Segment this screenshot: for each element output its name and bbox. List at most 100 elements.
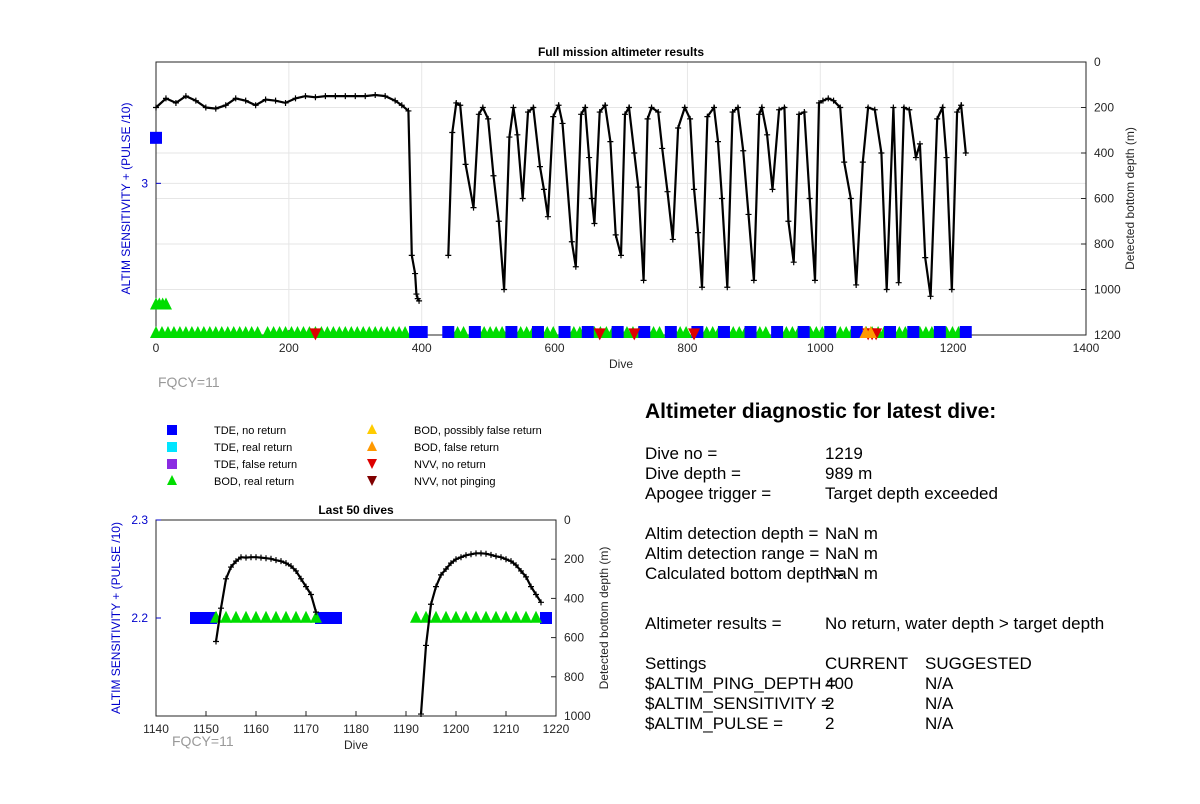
bottom-depth-point xyxy=(530,104,537,111)
ping-depth-suggested: N/A xyxy=(925,674,954,693)
triangle-up-marker xyxy=(510,610,522,623)
bottom-depth-point xyxy=(906,106,913,113)
bottom-depth-point xyxy=(192,97,199,104)
bottom-depth-point xyxy=(756,111,763,118)
fqcy-annotation: FQCY=11 xyxy=(158,374,220,390)
bottom-depth-point xyxy=(796,111,803,118)
bottom-depth-point xyxy=(582,104,589,111)
bottom-depth-point xyxy=(819,97,826,104)
bottom-depth-point xyxy=(352,93,359,100)
bottom-depth-point xyxy=(922,254,929,261)
apogee-row: Apogee trigger = Target depth exceeded xyxy=(645,484,1185,504)
bottom-depth-point xyxy=(900,104,907,111)
y-right-tick-label: 1200 xyxy=(1094,328,1121,342)
bottom-depth-point xyxy=(781,104,788,111)
square-marker xyxy=(824,326,837,338)
bottom-depth-point xyxy=(687,115,694,122)
bottom-depth-point xyxy=(699,284,706,291)
triangle-up-marker xyxy=(410,610,422,623)
calculated-bottom-row: Calculated bottom depth = NaN m xyxy=(645,564,1185,584)
square-marker xyxy=(558,326,571,338)
triangle-up-marker xyxy=(430,610,442,623)
x-tick-label: 1220 xyxy=(543,722,570,736)
chart-panel-1: 1140 1150 1160 1170 1180 1190 1200 1210 1220 0 200… xyxy=(109,503,611,752)
x-tick-label: 1190 xyxy=(393,722,419,736)
results-label: Altimeter results = xyxy=(645,614,782,633)
x-tick-label: 400 xyxy=(412,341,432,355)
bottom-depth-point xyxy=(488,551,494,558)
bottom-depth-point xyxy=(449,129,456,136)
bottom-depth-point xyxy=(252,102,259,109)
bottom-depth-point xyxy=(262,96,269,103)
bottom-depth-point xyxy=(621,111,628,118)
bottom-depth-point xyxy=(445,252,452,259)
x-axis-label: Dive xyxy=(344,738,368,752)
bottom-depth-point xyxy=(711,104,717,111)
square-marker xyxy=(531,326,544,338)
triangle-up-marker xyxy=(260,610,272,623)
current-header: CURRENT xyxy=(825,654,909,673)
triangle-up-marker xyxy=(290,610,302,623)
bottom-depth-point xyxy=(457,102,464,109)
bottom-depth-point xyxy=(495,218,502,225)
bottom-depth-point xyxy=(631,150,638,156)
bottom-depth-point xyxy=(948,286,955,293)
bottom-depth-point xyxy=(734,104,741,111)
bottom-depth-point xyxy=(572,263,579,270)
bottom-depth-point xyxy=(675,124,682,131)
bottom-depth-point xyxy=(485,115,492,122)
bottom-depth-point xyxy=(776,106,783,113)
triangle-up-marker xyxy=(230,610,242,623)
y-right-axis-label: Detected bottom depth (m) xyxy=(597,547,611,690)
x-tick-label: 1150 xyxy=(193,722,219,736)
x-tick-label: 0 xyxy=(153,341,160,355)
bottom-depth-point xyxy=(462,161,469,168)
legend-label-5: BOD, false return xyxy=(414,442,499,454)
bottom-depth-point xyxy=(729,109,736,116)
marker-series-square xyxy=(150,131,162,144)
square-marker xyxy=(907,326,920,338)
detection-range-value: NaN m xyxy=(825,544,878,563)
bottom-depth-point xyxy=(825,95,832,102)
bottom-depth-point xyxy=(830,97,837,104)
bottom-depth-point xyxy=(523,573,529,580)
bottom-depth-point xyxy=(428,601,434,608)
bottom-depth-point xyxy=(268,555,274,562)
bottom-depth-point xyxy=(758,104,765,111)
bottom-depth-point xyxy=(853,281,860,288)
bottom-depth-point xyxy=(443,566,449,572)
bottom-depth-point xyxy=(847,195,854,202)
fqcy-annotation: FQCY=11 xyxy=(172,733,234,749)
bottom-depth-point xyxy=(212,105,219,112)
bottom-depth-point xyxy=(423,642,429,649)
bottom-depth-point xyxy=(659,145,666,152)
bottom-depth-point xyxy=(153,104,159,111)
x-tick-label: 1170 xyxy=(293,722,319,736)
square-marker xyxy=(933,326,946,338)
bottom-depth-point xyxy=(745,211,752,218)
square-marker xyxy=(505,326,518,338)
y-right-tick-label: 800 xyxy=(1094,237,1114,251)
triangle-up-marker xyxy=(450,610,462,623)
bottom-depth-point xyxy=(313,609,319,616)
y-right-tick-label: 200 xyxy=(564,552,584,566)
bottom-depth-point xyxy=(958,102,965,109)
x-tick-label: 200 xyxy=(279,341,299,355)
bottom-depth-point xyxy=(536,163,543,170)
bottom-depth-point xyxy=(618,252,624,259)
bottom-depth-point xyxy=(815,99,822,106)
bottom-depth-point xyxy=(222,102,229,109)
triangle-up-marker xyxy=(864,326,877,338)
bottom-depth-point xyxy=(508,558,514,565)
bottom-depth-point xyxy=(559,120,566,127)
y-right-axis-label: Detected bottom depth (m) xyxy=(1123,127,1137,270)
square-marker xyxy=(415,326,428,338)
bottom-depth-point xyxy=(895,279,902,286)
marker-series-triangle-up xyxy=(210,610,542,623)
bottom-depth-point xyxy=(453,556,459,563)
bottom-depth-point xyxy=(750,277,757,284)
bottom-depth-point xyxy=(695,229,702,236)
bod-real-return-marker xyxy=(399,326,412,338)
bottom-depth-point xyxy=(939,104,946,111)
triangle-up-marker xyxy=(480,610,492,623)
